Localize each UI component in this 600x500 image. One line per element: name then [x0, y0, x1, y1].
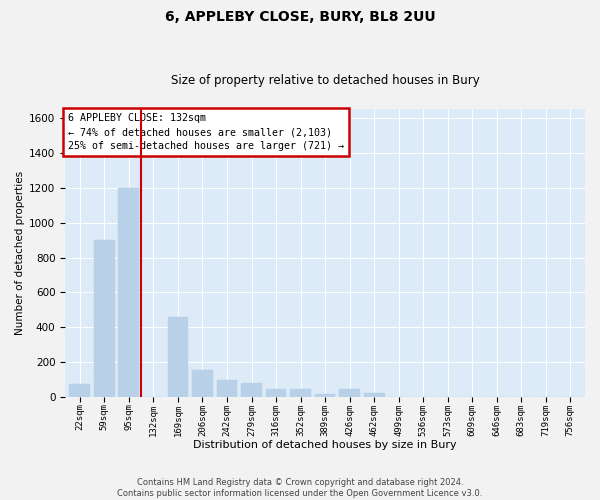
- Y-axis label: Number of detached properties: Number of detached properties: [15, 171, 25, 335]
- Bar: [266, 390, 286, 398]
- Title: Size of property relative to detached houses in Bury: Size of property relative to detached ho…: [170, 74, 479, 87]
- Bar: [118, 188, 139, 398]
- Bar: [70, 384, 90, 398]
- Bar: [167, 317, 188, 398]
- Bar: [241, 384, 262, 398]
- Text: 6 APPLEBY CLOSE: 132sqm
← 74% of detached houses are smaller (2,103)
25% of semi: 6 APPLEBY CLOSE: 132sqm ← 74% of detache…: [68, 114, 344, 152]
- X-axis label: Distribution of detached houses by size in Bury: Distribution of detached houses by size …: [193, 440, 457, 450]
- Bar: [94, 240, 115, 398]
- Bar: [339, 390, 360, 398]
- Bar: [290, 390, 311, 398]
- Bar: [314, 394, 335, 398]
- Text: 6, APPLEBY CLOSE, BURY, BL8 2UU: 6, APPLEBY CLOSE, BURY, BL8 2UU: [164, 10, 436, 24]
- Bar: [192, 370, 213, 398]
- Text: Contains HM Land Registry data © Crown copyright and database right 2024.
Contai: Contains HM Land Registry data © Crown c…: [118, 478, 482, 498]
- Bar: [217, 380, 238, 398]
- Bar: [364, 393, 385, 398]
